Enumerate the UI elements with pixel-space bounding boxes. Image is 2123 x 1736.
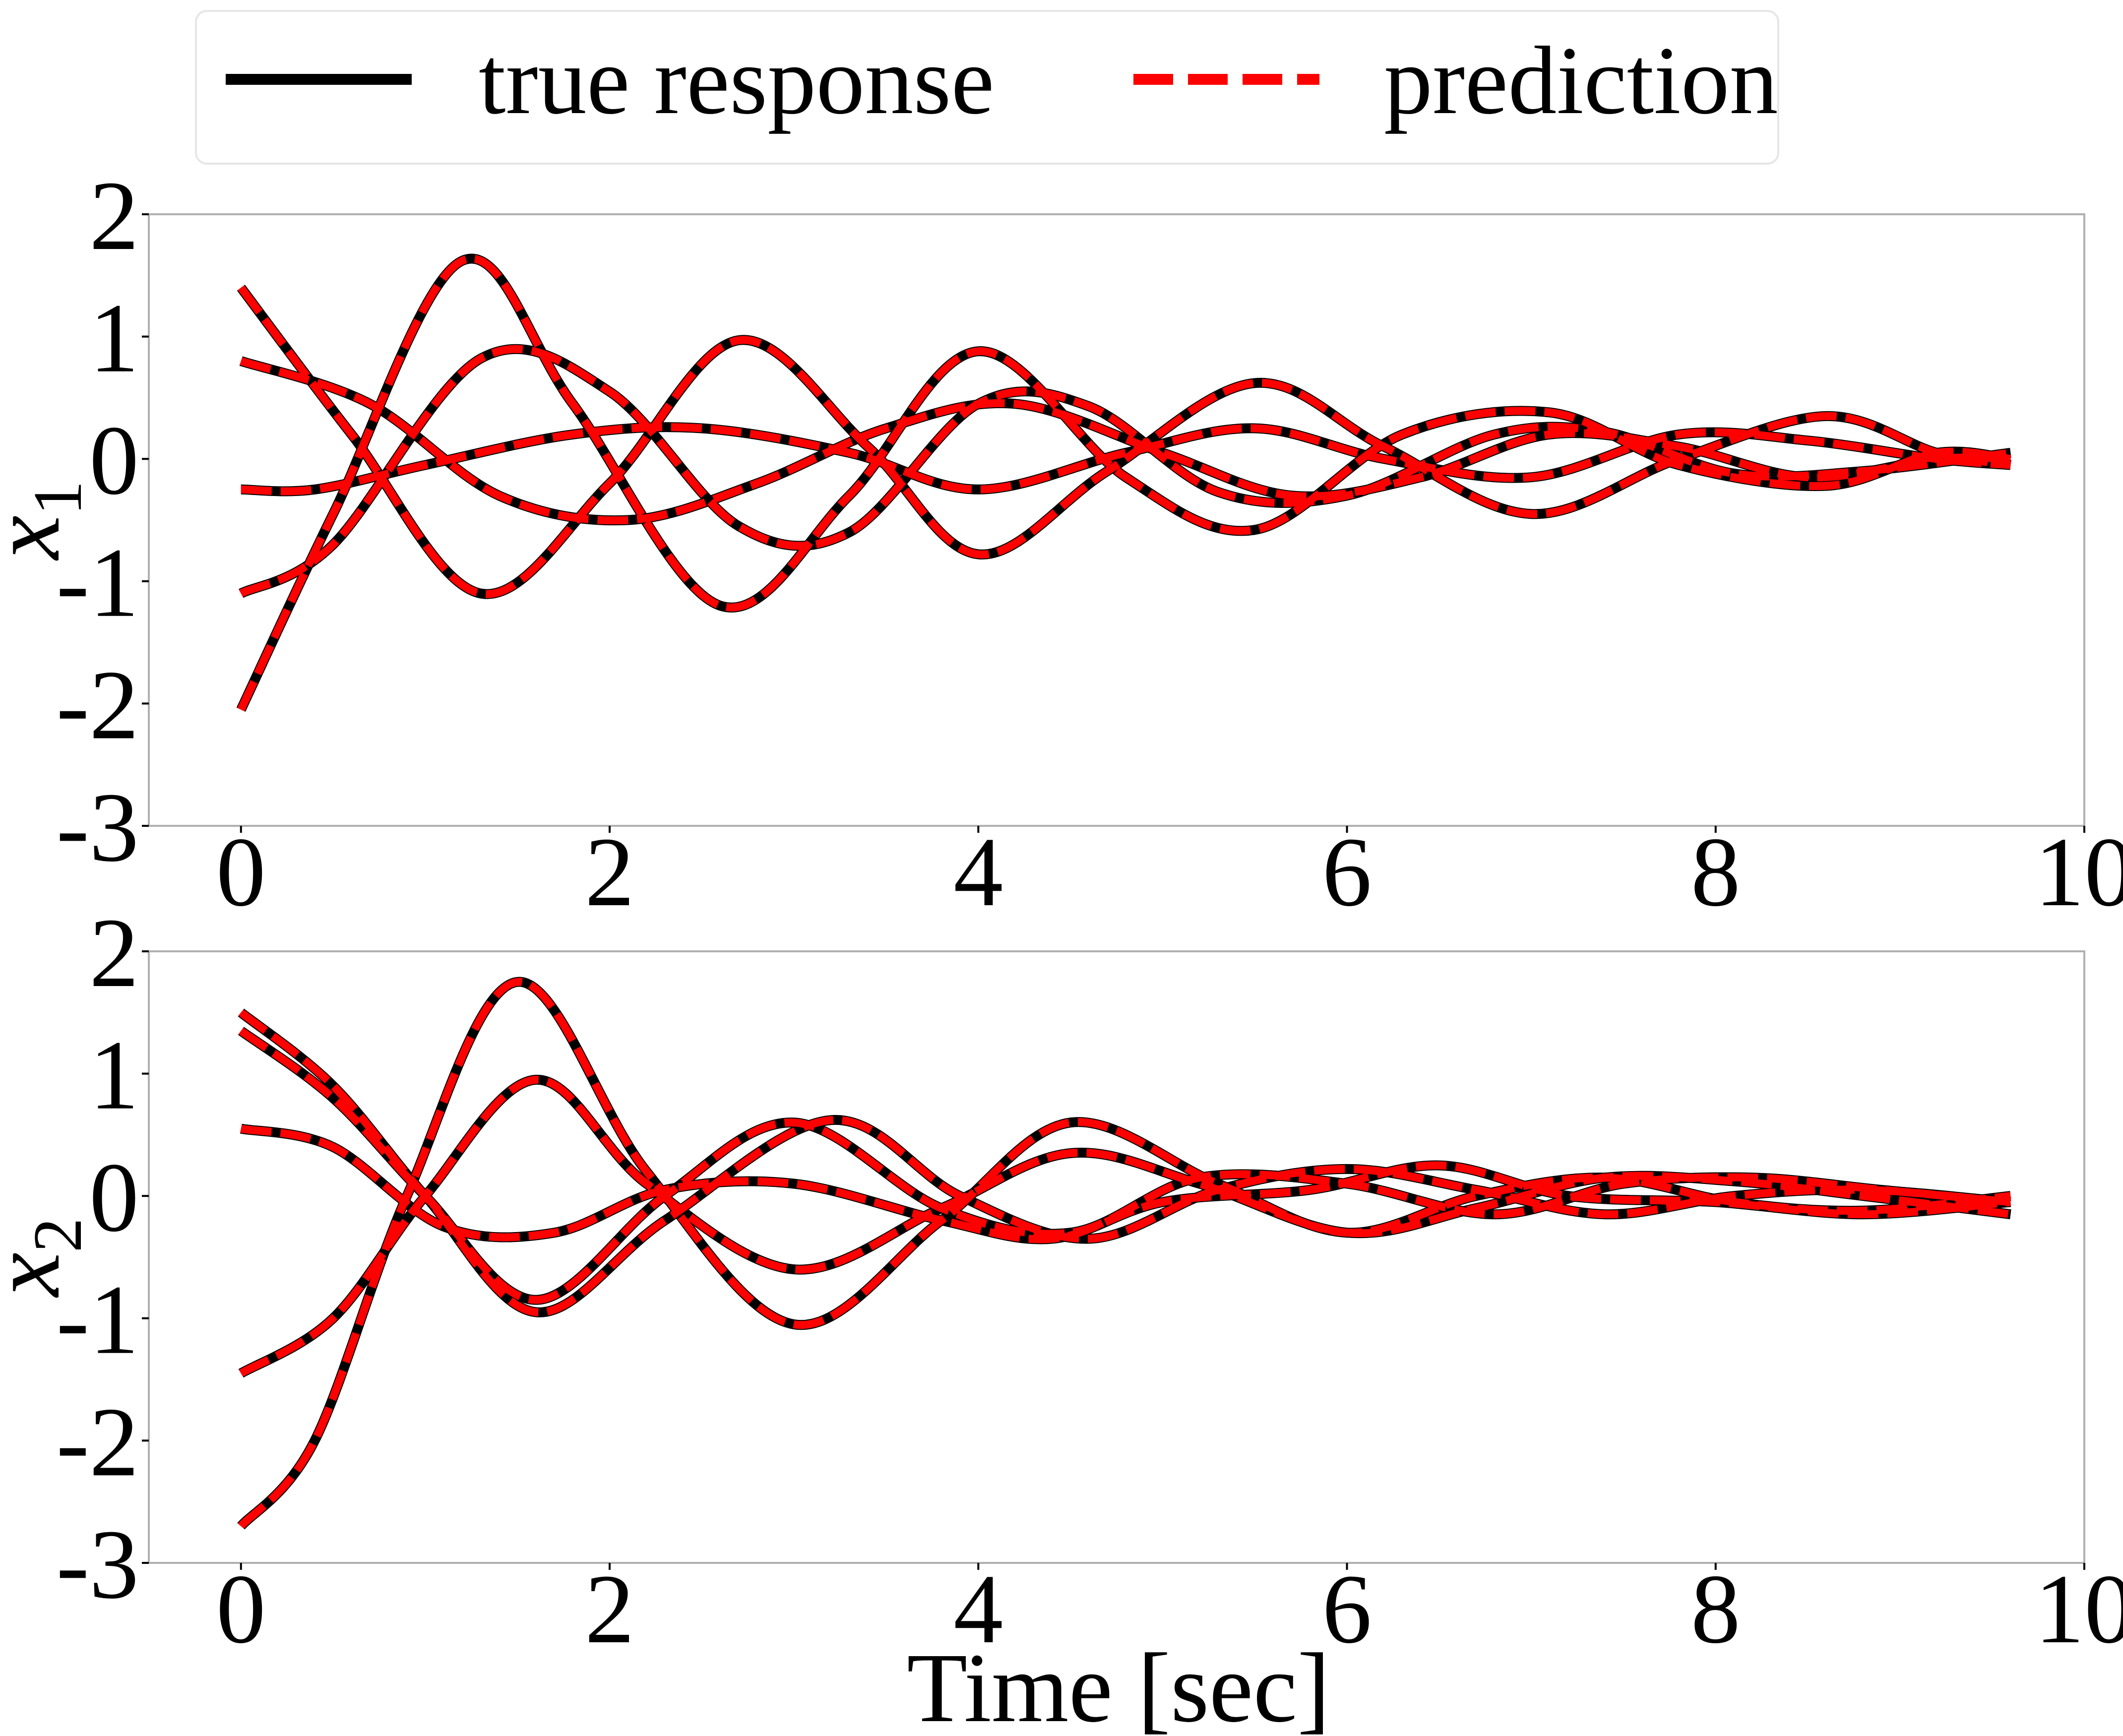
x-tick-label: 8 xyxy=(1691,1554,1741,1664)
y-tick-label: -3 xyxy=(56,1510,139,1619)
prediction-line-2 xyxy=(238,1009,2011,1316)
legend-label-true-response: true response xyxy=(479,27,995,134)
subplot-x2: 0 2 4 6 8 10 -3 -2 -1 0 1 2 x2 xyxy=(0,898,2123,1664)
x-tick-label: 6 xyxy=(1322,817,1372,927)
prediction-line-4 xyxy=(239,1075,2011,1377)
true-response-line-1 xyxy=(237,977,2011,1530)
prediction-line-1 xyxy=(238,978,2011,1529)
y-tick-label: -2 xyxy=(56,650,139,760)
prediction-line-2 xyxy=(238,285,2011,598)
y-tick-label: 0 xyxy=(89,1143,139,1252)
y-tick-label: 1 xyxy=(89,1021,139,1130)
y-tick-label: -1 xyxy=(56,1265,139,1375)
y-tick-label: -3 xyxy=(56,773,139,882)
x-tick-label: 6 xyxy=(1322,1554,1372,1664)
x-tick-label: 0 xyxy=(216,1554,266,1664)
prediction-line-3 xyxy=(239,1027,2011,1304)
y-tick-label: 0 xyxy=(89,406,139,515)
y-tick-label: 2 xyxy=(89,898,139,1008)
subplot-x1: 0 2 4 6 8 10 -3 -2 -1 0 1 2 x1 xyxy=(0,161,2123,927)
y-tick-label: 2 xyxy=(89,161,139,271)
x-tick-label: 10 xyxy=(2035,1554,2123,1664)
plot-frame xyxy=(148,213,2085,827)
legend-label-prediction: prediction xyxy=(1384,27,1778,134)
x-tick-label: 0 xyxy=(216,817,266,927)
legend: true response prediction xyxy=(195,10,1779,165)
x-tick-label: 2 xyxy=(585,817,634,927)
plot-frame xyxy=(148,950,2085,1564)
prediction-line-1 xyxy=(237,254,2011,712)
x-axis-title: Time [sec] xyxy=(907,1633,1330,1736)
x-tick-label: 8 xyxy=(1691,817,1741,927)
true-response-line-1 xyxy=(236,253,2011,712)
prediction-line-5 xyxy=(240,1124,2011,1243)
x-tick-label: 10 xyxy=(2035,817,2123,927)
y-axis-title: x2 xyxy=(0,1218,96,1298)
series-group xyxy=(236,253,2012,712)
prediction-line-4 xyxy=(239,345,2011,597)
y-tick-label: -2 xyxy=(56,1387,139,1497)
legend-frame xyxy=(195,10,1779,165)
y-tick-label: 1 xyxy=(89,284,139,393)
x-tick-label: 2 xyxy=(585,1554,634,1664)
true-response-line-3 xyxy=(238,1027,2011,1305)
y-axis-title: x1 xyxy=(0,481,96,561)
y-tick-label: -1 xyxy=(56,528,139,638)
x-tick-label: 4 xyxy=(953,1554,1003,1664)
x-tick-label: 4 xyxy=(953,817,1003,927)
series-group xyxy=(237,977,2011,1530)
prediction-line-5 xyxy=(241,423,2011,496)
